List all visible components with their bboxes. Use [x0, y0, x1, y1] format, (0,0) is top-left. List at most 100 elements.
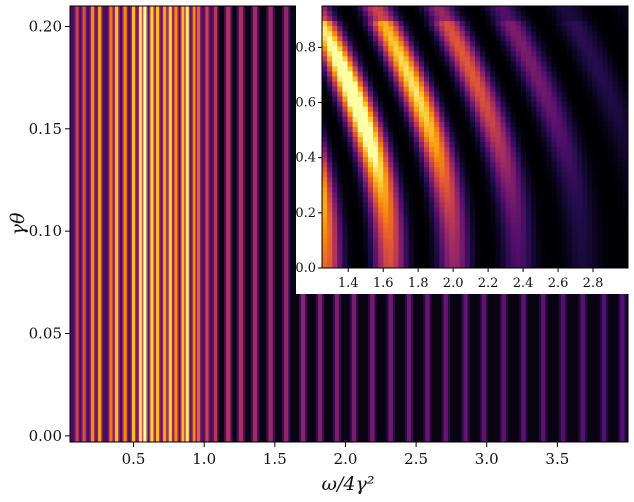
inset-cell	[607, 26, 614, 32]
inset-cell	[459, 66, 466, 73]
inset-cell	[373, 36, 379, 42]
inset-cell	[577, 91, 583, 98]
inset-cell	[490, 212, 496, 219]
inset-cell	[434, 142, 440, 148]
inset-cell	[444, 91, 451, 98]
inset-cell	[602, 232, 609, 239]
inset-cell	[500, 66, 507, 73]
inset-cell	[587, 51, 593, 57]
inset-cell	[449, 131, 456, 138]
inset-cell	[449, 31, 456, 37]
inset-cell	[398, 36, 405, 42]
inset-cell	[571, 101, 578, 108]
inset-cell	[362, 197, 369, 204]
inset-cell	[541, 192, 547, 199]
inset-cell	[393, 142, 400, 148]
inset-cell	[495, 152, 502, 158]
inset-cell	[352, 142, 359, 148]
inset-cell	[607, 96, 614, 103]
inset-cell	[398, 227, 405, 234]
inset-cell	[602, 111, 609, 118]
inset-cell	[429, 121, 435, 128]
inset-cell	[454, 11, 461, 17]
inset-cell	[541, 31, 547, 37]
inset-cell	[622, 36, 628, 42]
inset-cell	[449, 76, 456, 83]
inset-cell	[352, 192, 359, 199]
inset-cell	[444, 172, 451, 178]
inset-cell	[413, 66, 420, 73]
inset-cell	[342, 242, 349, 249]
inset-cell	[622, 6, 628, 12]
inset-cell	[454, 96, 461, 103]
main-y-tick-label: 0.00	[29, 427, 62, 445]
inset-cell	[485, 66, 491, 73]
inset-cell	[520, 147, 527, 153]
inset-cell	[475, 81, 481, 88]
inset-cell	[617, 11, 624, 17]
inset-cell	[413, 81, 420, 88]
inset-cell	[408, 227, 415, 234]
inset-cell	[617, 207, 624, 214]
inset-cell	[347, 81, 354, 88]
inset-cell	[459, 11, 466, 17]
inset-cell	[418, 116, 425, 123]
inset-cell	[607, 157, 614, 163]
inset-cell	[500, 81, 507, 88]
inset-cell	[475, 172, 481, 178]
inset-cell	[490, 61, 496, 68]
inset-cell	[393, 192, 400, 199]
inset-cell	[424, 187, 430, 194]
inset-cell	[541, 152, 547, 158]
inset-cell	[444, 147, 451, 153]
inset-cell	[352, 162, 359, 168]
inset-cell	[393, 227, 400, 234]
inset-cell	[403, 51, 410, 57]
inset-cell	[342, 222, 349, 229]
inset-cell	[582, 207, 588, 214]
inset-cell	[342, 41, 349, 47]
inset-cell	[490, 202, 496, 209]
inset-cell	[378, 36, 384, 42]
inset-cell	[383, 162, 389, 168]
inset-cell	[546, 11, 553, 17]
inset-cell	[454, 157, 461, 163]
inset-cell	[536, 56, 542, 63]
inset-cell	[612, 81, 619, 88]
inset-cell	[357, 162, 364, 168]
inset-cell	[495, 237, 502, 244]
inset-cell	[622, 26, 628, 32]
inset-cell	[367, 242, 374, 249]
inset-cell	[592, 227, 598, 234]
inset-cell	[464, 212, 471, 219]
inset-cell	[342, 187, 349, 194]
inset-cell	[398, 51, 405, 57]
inset-cell	[383, 197, 389, 204]
inset-cell	[577, 227, 583, 234]
inset-cell	[327, 11, 333, 17]
inset-cell	[607, 126, 614, 133]
inset-cell	[373, 101, 379, 108]
inset-cell	[347, 212, 354, 219]
inset-cell	[475, 111, 481, 118]
inset-cell	[607, 182, 614, 188]
inset-cell	[332, 172, 338, 178]
inset-cell	[475, 36, 481, 42]
inset-cell	[475, 142, 481, 148]
inset-cell	[490, 101, 496, 108]
inset-cell	[337, 182, 343, 188]
inset-cell	[434, 247, 440, 254]
inset-cell	[327, 26, 333, 32]
inset-cell	[383, 147, 389, 153]
inset-cell	[485, 152, 491, 158]
inset-cell	[327, 21, 333, 27]
inset-cell	[480, 101, 486, 108]
inset-cell	[546, 26, 553, 32]
inset-cell	[566, 106, 573, 113]
inset-cell	[464, 227, 471, 234]
inset-cell	[429, 227, 435, 234]
inset-cell	[526, 177, 532, 183]
inset-cell	[622, 121, 628, 128]
inset-cell	[571, 172, 578, 178]
inset-cell	[505, 212, 512, 219]
